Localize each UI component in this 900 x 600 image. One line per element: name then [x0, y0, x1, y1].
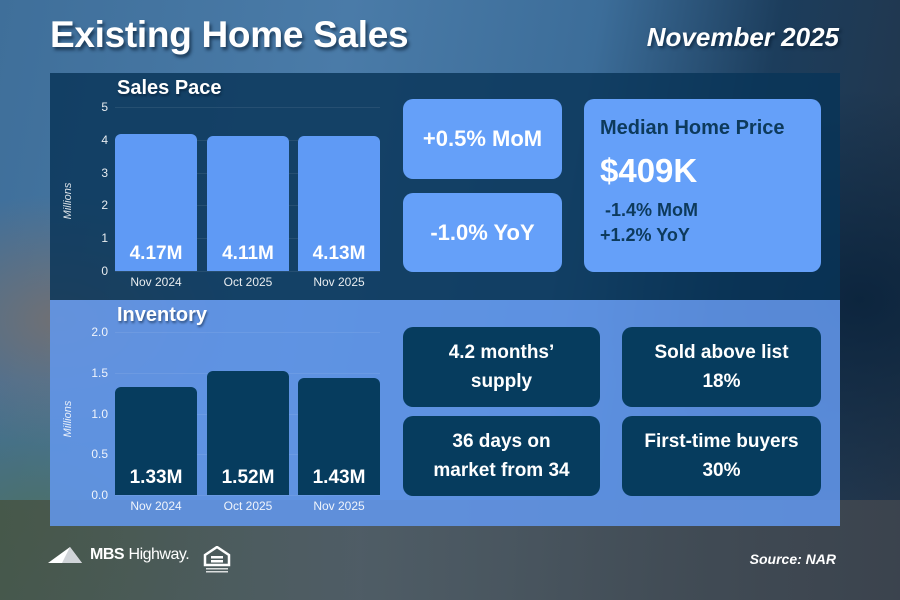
months-supply-line2: supply: [470, 371, 533, 392]
logo-text-regular: Highway.: [128, 546, 190, 563]
inventory-x-label: Oct 2025: [223, 499, 273, 513]
sales-yoy-value: -1.0% YoY: [430, 219, 535, 245]
days-on-market-line1: 36 days on: [452, 430, 551, 452]
sales-pace-bar: 4.17M: [115, 134, 197, 271]
days-on-market-line2: market from 34: [433, 460, 570, 481]
sales-pace-x-label: Nov 2024: [130, 275, 182, 289]
inventory-bar: 1.43M: [298, 378, 380, 495]
sales-pace-title: Sales Pace: [117, 77, 222, 99]
inventory-bar-value-label: 1.43M: [312, 466, 366, 488]
inventory-y-tick: 2.0: [91, 325, 108, 339]
inventory-x-label: Nov 2024: [130, 499, 182, 513]
sales-pace-bar: 4.13M: [298, 135, 380, 271]
median-price-title: Median Home Price: [600, 117, 785, 139]
median-price-mom: -1.4% MoM: [600, 200, 699, 220]
sales-pace-bar-value-label: 4.13M: [312, 242, 366, 264]
sales-pace-y-tick: 1: [101, 231, 108, 246]
inventory-y-axis-label: Millions: [62, 400, 74, 438]
page-title: Existing Home Sales: [50, 14, 409, 55]
first-time-buyers-label: First-time buyers: [644, 430, 799, 452]
inventory-x-label: Nov 2025: [313, 499, 365, 513]
inventory-y-tick: 0.0: [91, 488, 108, 502]
median-price-yoy: +1.2% YoY: [600, 225, 690, 246]
sales-pace-gridline: [115, 271, 380, 272]
inventory-title: Inventory: [117, 304, 208, 326]
sales-pace-x-label: Oct 2025: [223, 275, 273, 289]
inventory-y-tick: 0.5: [91, 447, 108, 462]
sales-yoy-card: -1.0% YoY: [403, 193, 562, 272]
sales-pace-y-tick: 3: [101, 165, 108, 180]
sold-above-list-label: Sold above list: [654, 341, 789, 363]
inventory-y-tick: 1.5: [91, 365, 108, 380]
inventory-bar-value-label: 1.33M: [129, 466, 183, 488]
report-date: November 2025: [646, 22, 839, 52]
sold-above-list-value: 18%: [702, 371, 741, 392]
sales-pace-y-tick: 4: [101, 132, 108, 147]
sales-pace-y-axis-label: Millions: [62, 182, 74, 220]
sales-pace-gridline: [115, 107, 380, 108]
first-time-buyers-card: First-time buyers 30%: [622, 416, 821, 496]
months-supply-line1: 4.2 months’: [448, 341, 555, 363]
source-note: Source: NAR: [749, 551, 836, 567]
sales-pace-y-tick: 2: [101, 198, 108, 213]
months-supply-card: 4.2 months’ supply: [403, 327, 600, 407]
mountain-logo-icon: [48, 547, 82, 563]
sold-above-list-card: Sold above list 18%: [622, 327, 821, 407]
inventory-gridline: [115, 495, 380, 496]
inventory-bar: 1.52M: [207, 371, 289, 495]
sales-mom-value: +0.5% MoM: [422, 126, 543, 151]
logo-text-bold: MBS: [90, 546, 125, 563]
sales-pace-y-tick: 0: [101, 264, 108, 278]
sales-pace-x-label: Nov 2025: [313, 275, 365, 289]
first-time-buyers-value: 30%: [702, 460, 741, 481]
mbs-highway-logo: MBS Highway.: [48, 545, 190, 565]
sales-pace-bar-value-label: 4.11M: [222, 242, 274, 264]
sales-pace-bar: 4.11M: [207, 136, 289, 271]
sales-pace-y-tick: 5: [101, 100, 108, 114]
inventory-gridline: [115, 332, 380, 333]
inventory-bar-value-label: 1.52M: [221, 466, 275, 488]
median-price-value: $409K: [600, 152, 698, 189]
equal-housing-icon: [203, 546, 231, 573]
inventory-bar: 1.33M: [115, 386, 197, 495]
days-on-market-card: 36 days on market from 34: [403, 416, 600, 496]
sales-pace-bar-value-label: 4.17M: [129, 242, 183, 264]
median-price-card: Median Home Price $409K -1.4% MoM +1.2% …: [584, 99, 821, 272]
inventory-y-tick: 1.0: [91, 406, 108, 421]
sales-mom-card: +0.5% MoM: [403, 99, 562, 179]
